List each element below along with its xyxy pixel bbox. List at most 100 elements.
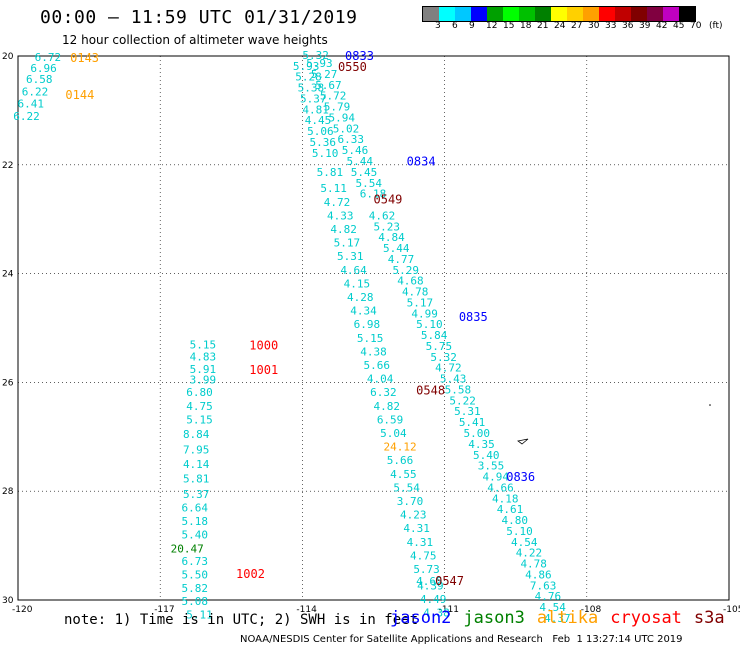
wave-height-value: 4.37 (544, 612, 571, 625)
colorbar-label: 3 (435, 21, 441, 31)
wave-height-value: 4.38 (360, 345, 387, 358)
wave-height-value: 4.54 (511, 536, 538, 549)
wave-height-value: 6.73 (182, 555, 209, 568)
colorbar-label: 30 (588, 21, 600, 31)
pass-time-label: 1001 (249, 363, 278, 377)
legend-altika: altika (536, 608, 599, 628)
wave-height-value: 4.04 (367, 373, 394, 386)
y-tick-label: 22 (2, 161, 13, 171)
wave-height-value: 5.37 (183, 488, 210, 501)
wave-height-value: 4.72 (324, 196, 351, 209)
legend-s3a: s3a (693, 608, 725, 628)
wave-height-value: 6.32 (370, 386, 397, 399)
wave-height-value: 5.23 (374, 220, 401, 233)
wave-height-value: 4.38 (423, 607, 450, 620)
pass-time-label: 1000 (249, 338, 278, 352)
wave-height-value: 6.98 (354, 318, 381, 331)
wave-height-value: 5.46 (342, 144, 369, 157)
wave-height-value: 6.22 (13, 110, 40, 123)
wave-height-value: 4.54 (539, 601, 566, 614)
x-tick-label: -111 (439, 605, 459, 615)
wave-height-value: 5.15 (357, 332, 384, 345)
colorbar-label: 39 (639, 21, 651, 31)
colorbar-cell (663, 7, 679, 21)
x-tick-label: -105 (723, 605, 740, 615)
wave-height-value: 5.50 (182, 568, 209, 581)
wave-height-value: 5.91 (190, 363, 217, 376)
wave-height-value: 4.64 (340, 264, 367, 277)
wave-height-value: 8.84 (183, 428, 210, 441)
colorbar-cell (599, 7, 615, 21)
wave-height-value: 5.32 (302, 49, 329, 62)
wave-height-value: 4.81 (302, 103, 329, 116)
wave-height-value: 5.10 (416, 318, 443, 331)
wave-height-value: 4.31 (403, 522, 430, 535)
wave-height-value: 3.55 (478, 460, 505, 473)
colorbar-label: 12 (486, 21, 498, 31)
wave-height-value: 5.43 (440, 373, 467, 386)
wave-height-value: 7.63 (530, 579, 557, 592)
wave-height-value: 5.27 (311, 68, 338, 81)
wave-height-value: 5.37 (300, 92, 327, 105)
wave-height-value: 4.45 (305, 114, 332, 127)
colorbar-cell (551, 7, 567, 21)
wave-height-value: 3.99 (190, 374, 217, 387)
wave-height-value: 7.95 (183, 443, 210, 456)
wave-height-value: 4.22 (516, 547, 543, 560)
wave-height-value: 4.99 (411, 307, 438, 320)
wave-height-value: 5.04 (380, 427, 407, 440)
wave-height-value: 5.15 (186, 413, 213, 426)
wave-height-value: 4.77 (388, 253, 415, 266)
colorbar-cell (631, 7, 647, 21)
colorbar-label: 45 (673, 21, 685, 31)
wave-height-value: 5.75 (426, 340, 453, 353)
pass-time-label: 0547 (435, 574, 464, 588)
wave-height-value: 5.02 (333, 122, 360, 135)
y-tick-label: 26 (2, 378, 14, 388)
y-tick-label: 24 (2, 270, 14, 280)
wave-height-value: 5.66 (364, 359, 391, 372)
wave-height-value: 4.78 (520, 558, 547, 571)
pass-time-label: 1002 (236, 567, 265, 581)
wave-height-value: 5.81 (183, 473, 210, 486)
wave-height-value: 5.54 (355, 177, 382, 190)
colorbar-cell (615, 7, 631, 21)
colorbar-label: 70 (690, 21, 702, 31)
wave-height-value: 5.18 (182, 515, 209, 528)
wave-height-value: 4.68 (397, 275, 424, 288)
wave-height-value: 4.35 (468, 438, 495, 451)
y-tick-label: 20 (2, 52, 14, 62)
wave-height-value: 4.76 (535, 590, 562, 603)
wave-height-value: 6.18 (360, 188, 387, 201)
wave-height-value: 5.44 (383, 242, 410, 255)
wave-height-value: 5.82 (182, 582, 209, 595)
wave-height-value: 5.10 (506, 525, 532, 538)
wave-height-value: 3.70 (397, 495, 424, 508)
colorbar-label: 27 (571, 21, 583, 31)
wave-height-value: 5.32 (430, 351, 457, 364)
wave-height-value: 5.28 (295, 71, 322, 84)
wave-height-value: 6.58 (26, 73, 52, 86)
colorbar-cell (503, 7, 519, 21)
wave-height-value: 6.59 (377, 413, 404, 426)
wave-height-value: 5.93 (306, 57, 333, 70)
wave-height-value: 5.45 (351, 166, 378, 179)
wave-height-value: 5.44 (346, 155, 373, 168)
page-subtitle: 12 hour collection of altimeter wave hei… (62, 33, 328, 47)
legend-jason3: jason3 (463, 608, 525, 628)
wave-height-value: 5.40 (473, 449, 500, 462)
wave-height-value: 6.64 (182, 502, 209, 515)
wave-height-value: 5.22 (449, 394, 476, 407)
colorbar-cell (487, 7, 503, 21)
wave-height-value: 4.49 (420, 593, 447, 606)
wave-height-value: 5.58 (445, 383, 472, 396)
wave-height-value: 4.28 (347, 291, 374, 304)
colorbar-cell (471, 7, 487, 21)
wave-height-value: 5.08 (182, 595, 209, 608)
wave-height-value: 5.31 (454, 405, 481, 418)
y-tick-label: 30 (2, 596, 14, 606)
wave-height-value: 6.22 (22, 85, 49, 98)
wave-height-value: 4.39 (417, 579, 444, 592)
wave-height-value: 5.67 (315, 79, 342, 92)
